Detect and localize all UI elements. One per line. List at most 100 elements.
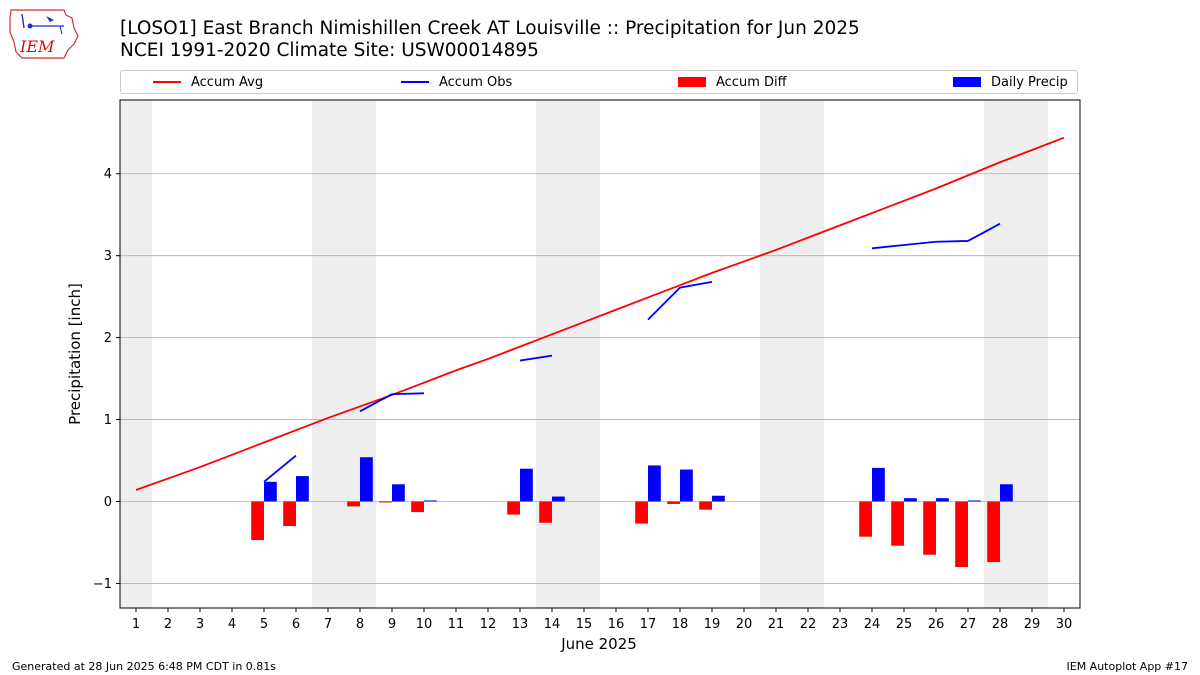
- bar-accum-diff-day-17: [635, 501, 648, 524]
- line-accum-obs-segment-3: [647, 281, 713, 321]
- y-tick-label: 0: [104, 495, 112, 510]
- bar-daily-precip-day-9: [392, 484, 405, 502]
- x-tick-label: 11: [448, 617, 465, 632]
- bar-daily-precip-day-17: [648, 465, 661, 502]
- iem-logo: IEM: [9, 9, 79, 59]
- legend: Accum Avg Accum Obs Accum Diff Daily Pre…: [120, 70, 1078, 94]
- legend-item-daily-precip: Daily Precip: [953, 71, 1068, 93]
- weekend-shade-0: [120, 100, 152, 608]
- x-tick-label: 1: [132, 617, 140, 632]
- x-tick-label: 22: [800, 617, 817, 632]
- x-tick-label: 28: [992, 617, 1009, 632]
- footer-app: IEM Autoplot App #17: [1066, 660, 1189, 673]
- bar-accum-diff-day-18: [667, 501, 680, 504]
- y-tick-label: 3: [104, 249, 112, 264]
- bar-daily-precip-day-27: [968, 500, 981, 502]
- bar-accum-diff-day-28: [987, 501, 1000, 563]
- x-tick-label: 4: [228, 617, 236, 632]
- y-tick-label: 4: [104, 167, 112, 182]
- bar-daily-precip-day-10: [424, 500, 437, 502]
- bar-daily-precip-day-24: [872, 467, 885, 502]
- bar-accum-diff-day-24: [859, 501, 872, 537]
- bar-daily-precip-day-18: [680, 469, 693, 502]
- x-tick-label: 15: [576, 617, 593, 632]
- line-accum-obs-segment-2: [519, 354, 553, 362]
- legend-swatch-accum-obs: [401, 81, 429, 83]
- x-tick-label: 6: [292, 617, 300, 632]
- bar-accum-diff-day-8: [347, 501, 360, 507]
- x-tick-label: 29: [1024, 617, 1041, 632]
- x-tick-label: 14: [544, 617, 561, 632]
- bar-accum-diff-day-25: [891, 501, 904, 546]
- y-axis-ticks: −1 0 1 2 3 4: [93, 167, 120, 592]
- gridlines: [120, 173, 1080, 584]
- chart-subtitle: NCEI 1991-2020 Climate Site: USW00014895: [120, 40, 539, 61]
- x-tick-label: 7: [324, 617, 332, 632]
- x-tick-label: 21: [768, 617, 785, 632]
- bar-daily-precip-day-25: [904, 498, 917, 502]
- bar-accum-diff-day-27: [955, 501, 968, 568]
- x-tick-label: 17: [640, 617, 657, 632]
- bar-daily-precip-day-5: [264, 481, 277, 502]
- line-accum-obs-segment-1: [359, 392, 425, 413]
- legend-swatch-accum-avg: [153, 81, 181, 83]
- x-tick-label: 19: [704, 617, 721, 632]
- x-tick-label: 23: [832, 617, 849, 632]
- line-accum-obs-segment-4: [871, 222, 1001, 250]
- x-tick-label: 8: [356, 617, 364, 632]
- x-tick-label: 18: [672, 617, 689, 632]
- legend-label-accum-obs: Accum Obs: [439, 74, 513, 90]
- bar-accum-diff-day-14: [539, 501, 552, 523]
- legend-label-accum-avg: Accum Avg: [191, 74, 264, 90]
- x-axis-ticks: 1 2 3 4 5 6 7 8 9 10 11 12 13 14 15 16 17 18 19 20 21 22 23 24 2…: [132, 608, 1072, 632]
- x-tick-label: 16: [608, 617, 625, 632]
- bar-daily-precip-day-26: [936, 498, 949, 502]
- bar-accum-diff-day-10: [411, 501, 424, 513]
- y-tick-label: −1: [93, 577, 112, 592]
- weekend-shade-1: [312, 100, 376, 608]
- x-tick-label: 10: [416, 617, 433, 632]
- bar-accum-diff-day-6: [283, 501, 296, 527]
- bar-daily-precip-day-13: [520, 468, 533, 502]
- x-axis-label: June 2025: [560, 635, 637, 653]
- x-tick-label: 9: [388, 617, 396, 632]
- bar-daily-precip-day-6: [296, 476, 309, 502]
- legend-item-accum-diff: Accum Diff: [678, 71, 787, 93]
- bar-accum-diff-day-19: [699, 501, 712, 510]
- chart-title: [LOSO1] East Branch Nimishillen Creek AT…: [120, 18, 860, 39]
- legend-item-accum-avg: Accum Avg: [153, 71, 263, 93]
- bars: [251, 457, 1013, 568]
- x-tick-label: 26: [928, 617, 945, 632]
- line-accum-obs-segment-0: [263, 454, 297, 483]
- y-tick-label: 2: [104, 331, 112, 346]
- x-tick-label: 30: [1056, 617, 1073, 632]
- footer-generated: Generated at 28 Jun 2025 6:48 PM CDT in …: [12, 660, 277, 673]
- x-tick-label: 12: [480, 617, 497, 632]
- bar-accum-diff-day-5: [251, 501, 264, 540]
- x-tick-label: 20: [736, 617, 753, 632]
- bar-daily-precip-day-19: [712, 495, 725, 502]
- bar-daily-precip-day-28: [1000, 484, 1013, 502]
- weekend-shading: [120, 100, 1048, 608]
- legend-swatch-accum-diff: [678, 77, 706, 87]
- y-axis-label: Precipitation [inch]: [66, 283, 84, 425]
- x-tick-label: 27: [960, 617, 977, 632]
- bar-accum-diff-day-26: [923, 501, 936, 555]
- x-tick-label: 5: [260, 617, 268, 632]
- x-tick-label: 3: [196, 617, 204, 632]
- legend-swatch-daily-precip: [953, 77, 981, 87]
- x-tick-label: 13: [512, 617, 529, 632]
- legend-label-accum-diff: Accum Diff: [716, 74, 787, 90]
- plot-frame: [119, 99, 1081, 609]
- bar-daily-precip-day-14: [552, 496, 565, 502]
- bar-accum-diff-day-13: [507, 501, 520, 515]
- legend-item-accum-obs: Accum Obs: [401, 71, 512, 93]
- bar-accum-diff-day-9: [379, 501, 392, 503]
- weekend-shade-3: [760, 100, 824, 608]
- bar-daily-precip-day-8: [360, 457, 373, 502]
- x-tick-label: 25: [896, 617, 913, 632]
- y-tick-label: 1: [104, 413, 112, 428]
- x-tick-label: 2: [164, 617, 172, 632]
- legend-label-daily-precip: Daily Precip: [991, 74, 1068, 90]
